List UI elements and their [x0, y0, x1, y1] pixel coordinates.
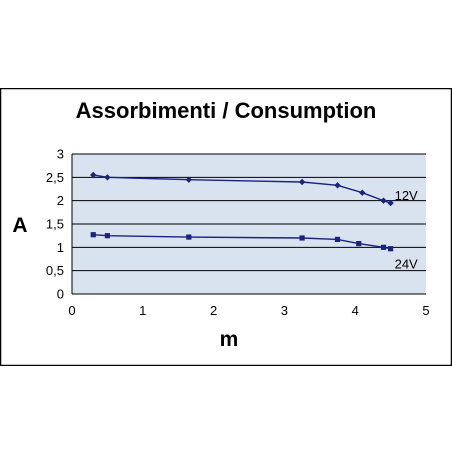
data-point — [356, 241, 362, 247]
data-point — [104, 174, 111, 181]
y-axis-label: A — [12, 214, 27, 237]
chart: Assorbimenti / Consumption 0 0,5 1 1,5 2 2,5 3… — [0, 88, 452, 366]
series-group: 12V 24V — [90, 171, 418, 272]
data-point — [299, 235, 305, 241]
data-point — [380, 197, 387, 204]
data-point — [185, 176, 193, 183]
y-tick-label: 2 — [57, 193, 64, 208]
y-tick-label: 3 — [57, 147, 64, 162]
x-tick-label: 1 — [139, 303, 146, 318]
series-24V: 24V — [90, 232, 418, 272]
data-point — [90, 232, 96, 238]
x-tick-label: 5 — [422, 303, 429, 318]
series-12V: 12V — [90, 171, 418, 207]
series-line-12V — [93, 174, 391, 204]
x-tick-label: 0 — [68, 303, 75, 318]
series-line-24V — [93, 234, 391, 250]
data-point — [359, 189, 366, 196]
data-point — [104, 233, 110, 239]
y-tick-label: 1,5 — [46, 217, 64, 232]
x-tick-label: 2 — [210, 303, 217, 318]
data-point — [388, 246, 394, 252]
y-tick-label: 0 — [57, 287, 64, 302]
data-point — [334, 236, 341, 242]
series-label: 12V — [395, 188, 418, 203]
x-axis-label: m — [220, 328, 239, 351]
data-point — [334, 182, 341, 189]
y-tick-label: 1 — [57, 240, 64, 255]
data-point — [380, 244, 387, 250]
data-point — [186, 234, 192, 240]
chart-title: Assorbimenti / Consumption — [76, 98, 377, 123]
x-tick-label: 3 — [281, 303, 288, 318]
chart-container: Assorbimenti / Consumption 0 0,5 1 1,5 2 2,5 3… — [0, 88, 452, 366]
tick-labels: 0 0,5 1 1,5 2 2,5 3 0 1 2 3 4 5 — [46, 147, 430, 319]
x-tick-label: 4 — [352, 303, 359, 318]
y-tick-label: 2,5 — [46, 170, 64, 185]
series-label: 24V — [395, 257, 418, 272]
y-tick-label: 0,5 — [46, 263, 64, 278]
